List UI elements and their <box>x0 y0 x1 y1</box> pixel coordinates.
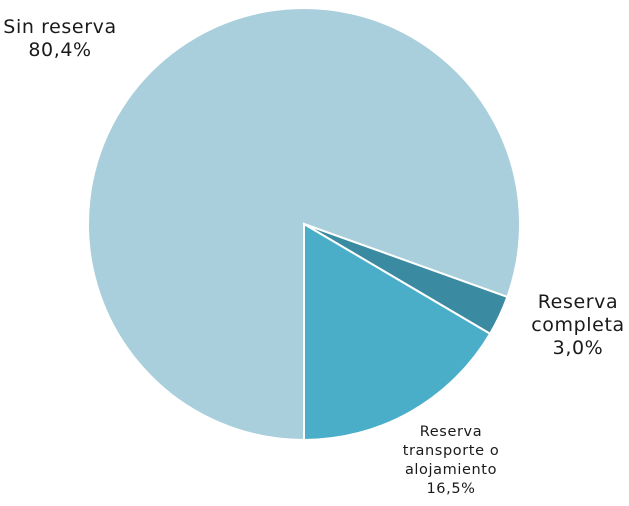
label-reserva-completa-line: 3,0% <box>553 337 604 359</box>
label-reserva-completa-line: Reserva <box>538 291 619 313</box>
label-reserva-transporte-alojamiento-line: Reserva <box>420 424 482 440</box>
label-reserva-transporte-alojamiento-line: alojamiento <box>405 462 497 478</box>
label-sin-reserva: Sin reserva 80,4% <box>3 16 116 61</box>
label-reserva-transporte-alojamiento-line: transporte o <box>403 443 500 459</box>
slice-reserva-transporte-alojamiento <box>303 222 492 442</box>
label-reserva-completa: Reserva completa 3,0% <box>531 291 625 359</box>
label-reserva-transporte-alojamiento: Reserva transporte o alojamiento 16,5% <box>403 424 500 497</box>
label-reserva-transporte-alojamiento-line: 16,5% <box>426 481 475 497</box>
label-reserva-completa-line: completa <box>531 314 625 336</box>
label-sin-reserva-line: 80,4% <box>28 39 91 61</box>
label-sin-reserva-line: Sin reserva <box>3 16 116 38</box>
